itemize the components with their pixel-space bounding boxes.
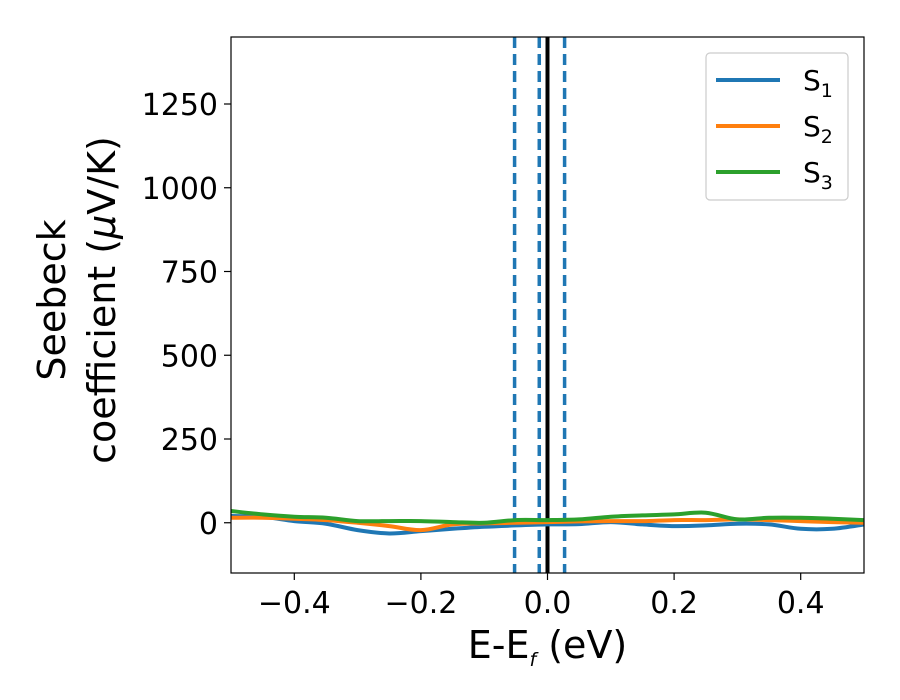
y-axis-label-suffix: V/K)	[80, 136, 124, 215]
y-tick-label: 250	[161, 423, 218, 458]
x-axis-ticks: −0.4 −0.2 0.0 0.2 0.4	[258, 573, 825, 621]
legend-label-s2: S2	[803, 110, 833, 148]
y-tick-label: 1250	[142, 88, 218, 123]
x-tick-label: −0.2	[384, 586, 457, 621]
x-axis-label-sub: f	[529, 649, 539, 671]
series-lines	[231, 509, 864, 536]
y-axis-label: Seebeck coefficient (μV/K)	[30, 136, 124, 464]
legend-label-s1: S1	[803, 64, 833, 102]
x-tick-label: 0.0	[524, 586, 572, 621]
y-tick-label: 500	[161, 339, 218, 374]
y-tick-label: 750	[161, 256, 218, 291]
x-axis-label: E-Ef (eV)	[468, 623, 628, 671]
x-tick-label: 0.4	[777, 586, 825, 621]
x-axis-label-main: E-E	[468, 623, 530, 667]
y-axis-label-line1: Seebeck	[30, 219, 74, 380]
x-tick-label: −0.4	[258, 586, 331, 621]
y-axis-label-prefix: coefficient (	[80, 239, 124, 464]
vertical-lines	[512, 37, 567, 573]
y-axis-ticks: 0 250 500 750 1000 1250	[142, 88, 231, 542]
legend-label-s3: S3	[803, 156, 833, 194]
x-axis-label-unit: (eV)	[536, 623, 627, 667]
y-axis-label-mu: μ	[80, 215, 124, 240]
y-axis-label-line2: coefficient (μV/K)	[80, 136, 124, 464]
x-tick-label: 0.2	[650, 586, 698, 621]
series-line-s1	[231, 514, 864, 536]
plot-area	[231, 37, 864, 573]
y-tick-label: 1000	[142, 172, 218, 207]
series-line-s3	[231, 509, 864, 525]
y-tick-label: 0	[199, 507, 218, 542]
legend: S1 S2 S3	[705, 52, 849, 201]
